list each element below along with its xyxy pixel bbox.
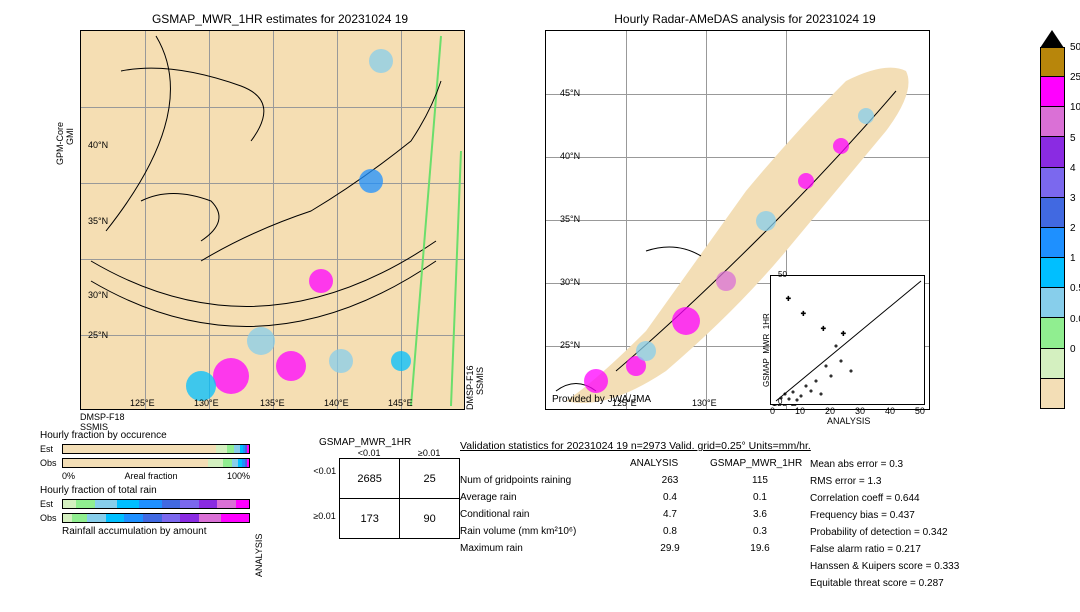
map1-ytick: 40°N	[88, 140, 108, 150]
map1-side-label: DMSP-F18	[80, 412, 125, 422]
contingency-cell: 173	[340, 499, 400, 539]
validation-title: Validation statistics for 20231024 19 n=…	[460, 440, 811, 452]
map2-title: Hourly Radar-AMeDAS analysis for 2023102…	[545, 12, 945, 26]
contingency-cell: 25	[400, 459, 460, 499]
scatter-xlabel: ANALYSIS	[827, 416, 870, 426]
contingency-side-label: ANALYSIS	[254, 534, 264, 577]
svg-text:+: +	[801, 309, 806, 318]
hbar-axis-right: 100%	[227, 471, 250, 481]
contingency-col-header: <0.01	[339, 448, 399, 458]
svg-text:+: +	[786, 294, 791, 303]
contingency-table: GSMAP_MWR_1HR ANALYSIS <0.01 ≥0.01 <0.01…	[270, 437, 460, 539]
map1-xtick: 130°E	[194, 398, 219, 408]
contingency-cell: 2685	[340, 459, 400, 499]
scatter-inset: + + + +	[770, 275, 925, 405]
hbar-occurence-est	[62, 444, 250, 454]
map1-side-label: SSMIS	[475, 367, 485, 395]
map2-ytick: 25°N	[560, 340, 580, 350]
map1-ytick: 35°N	[88, 216, 108, 226]
scatter-xticks: 01020304050	[770, 406, 925, 416]
map1-side-label: DMSP-F16	[465, 365, 475, 410]
hbar-title3: Rainfall accumulation by amount	[62, 526, 250, 537]
hbar-total-obs	[62, 513, 250, 523]
map2-ytick: 35°N	[560, 214, 580, 224]
stats-column: Mean abs error = 0.3RMS error = 1.3Corre…	[810, 456, 959, 592]
validation-section: Validation statistics for 20231024 19 n=…	[460, 440, 811, 554]
svg-text:+: +	[841, 329, 846, 338]
svg-text:+: +	[821, 324, 826, 333]
scatter-ylabel: GSMAP_MWR_1HR	[762, 313, 771, 387]
map1-side-label: GPM-Core	[55, 122, 65, 165]
hbar-section: Hourly fraction by occurence Est Obs 0% …	[40, 430, 250, 539]
map2-xtick: 125°E	[612, 398, 637, 408]
hbar-row-label: Est	[40, 499, 62, 509]
map1-ytick: 25°N	[88, 330, 108, 340]
contingency-row-header: <0.01	[313, 451, 336, 491]
hbar-total-est	[62, 499, 250, 509]
scatter-ytick-bot: 0	[778, 397, 782, 406]
map1-xtick: 135°E	[260, 398, 285, 408]
map2-ytick: 45°N	[560, 88, 580, 98]
contingency-row-header: ≥0.01	[313, 496, 336, 536]
hbar-axis-mid: Areal fraction	[124, 471, 177, 481]
hbar-title2: Hourly fraction of total rain	[40, 485, 250, 496]
map1-xtick: 140°E	[324, 398, 349, 408]
colorbar: 502510543210.50.010	[1040, 30, 1065, 410]
hbar-occurence-obs	[62, 458, 250, 468]
hbar-row-label: Est	[40, 444, 62, 454]
map2-ytick: 40°N	[560, 151, 580, 161]
contingency-cell: 90	[400, 499, 460, 539]
hbar-row-label: Obs	[40, 458, 62, 468]
map1-xtick: 125°E	[130, 398, 155, 408]
hbar-axis-left: 0%	[62, 471, 75, 481]
contingency-col-header: ≥0.01	[399, 448, 459, 458]
map1-side-label: GMI	[65, 128, 75, 145]
map1-ytick: 30°N	[88, 290, 108, 300]
map1-panel	[80, 30, 465, 410]
scatter-plot-svg: + + + +	[771, 276, 924, 404]
hbar-row-label: Obs	[40, 513, 62, 523]
scatter-ytick-top: 50	[778, 270, 787, 279]
hbar-title1: Hourly fraction by occurence	[40, 430, 250, 441]
map2-ytick: 30°N	[560, 277, 580, 287]
map2-xtick: 130°E	[692, 398, 717, 408]
map1-title: GSMAP_MWR_1HR estimates for 20231024 19	[80, 12, 480, 26]
map1-xtick: 145°E	[388, 398, 413, 408]
contingency-title: GSMAP_MWR_1HR	[270, 437, 460, 448]
